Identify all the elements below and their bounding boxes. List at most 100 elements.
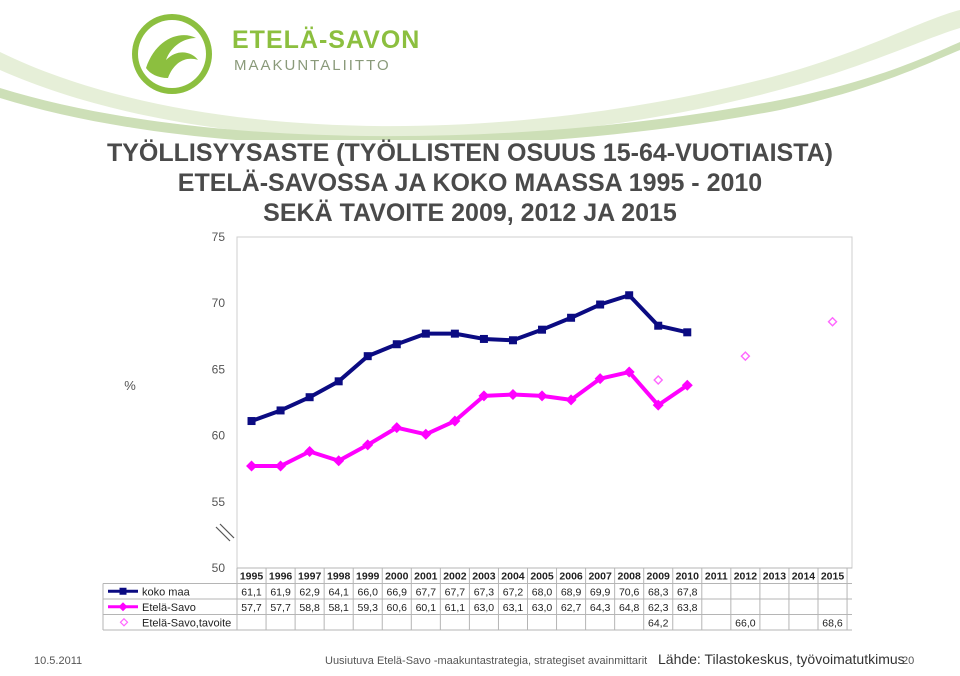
footer-date: 10.5.2011 [34,655,83,667]
data-point-koko-maa [276,406,285,415]
data-point-etela-savo [246,460,258,472]
data-point-koko-maa [421,329,430,338]
legend-key-tavoite [119,617,129,627]
table-year-label: 2009 [647,571,671,583]
data-point-etela-savo [681,379,693,391]
decorative-swoosh [0,10,960,140]
table-value: 64,1 [328,586,349,598]
title-line-1: TYÖLLISYYSASTE (TYÖLLISTEN OSUUS 15-64-V… [106,139,833,167]
title-line-2: ETELÄ-SAVOSSA JA KOKO MAASSA 1995 - 2010 [177,169,763,197]
data-point-tavoite [653,375,664,385]
data-point-koko-maa [305,393,314,402]
data-point-koko-maa [683,328,692,337]
data-point-koko-maa [363,352,372,361]
table-value: 67,8 [677,586,698,598]
data-point-etela-savo [652,399,664,411]
table-value: 60,1 [416,602,437,614]
y-tick-label: 70 [212,296,226,310]
table-year-label: 2001 [414,571,438,583]
y-tick-label: 65 [212,362,226,376]
table-value: 63,0 [474,602,495,614]
table-value: 66,0 [358,586,379,598]
table-value: 62,7 [561,602,582,614]
table-value: 67,7 [416,586,437,598]
table-value: 63,1 [503,602,524,614]
legend-key-marker [119,587,127,595]
table-value: 64,3 [590,602,611,614]
table-year-label: 2004 [501,571,525,583]
data-point-koko-maa [596,300,605,309]
table-value: 70,6 [619,586,640,598]
data-point-etela-savo [623,366,635,378]
data-point-koko-maa [334,377,343,386]
table-year-label: 1999 [356,571,380,583]
table-value: 58,1 [328,602,349,614]
table-year-label: 2011 [705,571,728,583]
table-year-label: 1995 [240,571,264,583]
data-point-koko-maa [479,334,488,343]
legend-label: Etelä-Savo,tavoite [142,617,231,629]
table-year-label: 2000 [385,571,409,583]
table-value: 67,7 [445,586,466,598]
data-point-etela-savo [536,390,548,402]
table-year-label: 1997 [298,571,322,583]
title-line-3: SEKÄ TAVOITE 2009, 2012 JA 2015 [263,199,677,227]
y-tick-label: 55 [212,495,226,509]
table-year-label: 2014 [792,571,816,583]
data-point-koko-maa [247,417,256,426]
data-point-etela-savo [507,389,519,401]
table-year-label: 2006 [559,571,583,583]
table-year-label: 1998 [327,571,351,583]
page-number: 20 [902,655,915,667]
table-value: 64,8 [619,602,640,614]
table-value: 68,6 [822,617,843,629]
y-tick-label: 50 [212,561,226,575]
table-value: 61,1 [241,586,262,598]
data-point-tavoite [827,316,838,327]
data-point-etela-savo [333,455,345,467]
table-year-label: 2008 [617,571,641,583]
y-tick-label: 75 [212,230,226,244]
data-point-koko-maa [567,313,576,322]
table-year-label: 2010 [676,571,700,583]
data-point-koko-maa [508,336,517,345]
data-point-etela-savo [391,422,403,434]
data-point-etela-savo [478,390,490,402]
table-value: 59,3 [358,602,379,614]
table-value: 64,2 [648,617,669,629]
data-point-etela-savo [594,373,606,385]
data-point-koko-maa [625,291,634,300]
data-point-koko-maa [538,325,547,334]
data-point-koko-maa [654,321,663,330]
series-line-0 [250,293,688,423]
table-value: 58,8 [299,602,320,614]
table-value: 61,9 [270,586,291,598]
table-value: 67,3 [474,586,495,598]
table-value: 68,9 [561,586,582,598]
table-value: 63,8 [677,602,698,614]
data-point-koko-maa [392,340,401,349]
table-year-label: 2007 [588,571,612,583]
data-point-etela-savo [565,394,577,406]
footer-source: Lähde: Tilastokeskus, työvoimatutkimus [658,651,905,667]
table-value: 57,7 [241,602,262,614]
logo-subtitle: MAAKUNTALIITTO [234,57,391,74]
table-year-label: 2003 [472,571,496,583]
legend-label: Etelä-Savo [142,602,196,614]
legend-key-marker [118,602,128,612]
table-value: 69,9 [590,586,611,598]
series-line-1 [251,370,689,469]
table-value: 60,6 [387,602,408,614]
page-title: TYÖLLISYYSASTE (TYÖLLISTEN OSUUS 15-64-V… [60,138,880,228]
table-value: 66,0 [735,617,756,629]
table-value: 61,1 [445,602,466,614]
table-value: 62,9 [299,586,320,598]
data-point-koko-maa [450,329,459,338]
data-point-etela-savo [275,460,287,472]
legend-label: koko maa [142,586,191,598]
axis-break-mark [215,526,231,542]
y-axis-label: % [124,378,136,393]
table-value: 67,2 [503,586,524,598]
